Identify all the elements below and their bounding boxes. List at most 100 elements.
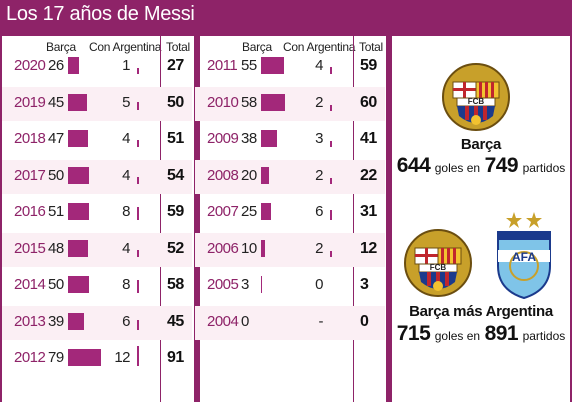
argentina-value: 2 <box>315 93 323 111</box>
year-label: 2006 <box>207 239 239 257</box>
panel-divider <box>386 31 392 402</box>
barca-summary-figures: 644 goles en 749 partidos <box>392 154 570 178</box>
year-label: 2008 <box>207 166 239 184</box>
barca-value: 79 <box>48 349 64 366</box>
total-value: 3 <box>360 276 369 293</box>
barca-bar <box>68 349 101 366</box>
barca-bar <box>261 57 284 74</box>
argentina-value: 6 <box>315 203 323 220</box>
header-total: Total <box>359 40 383 54</box>
fcb-logo-text: FCB <box>467 97 485 106</box>
barca-value: 58 <box>241 93 257 111</box>
barca-bar <box>261 93 286 111</box>
combined-summary-label: Barça más Argentina <box>409 303 553 320</box>
barca-value: 47 <box>48 130 64 147</box>
year-label: 2014 <box>14 276 46 293</box>
total-separator <box>353 36 354 402</box>
barca-matches-word: partidos <box>522 161 566 175</box>
combined-summary-figures: 715 goles en 891 partidos <box>392 322 570 346</box>
total-value: 31 <box>360 203 377 220</box>
barca-matches: 749 <box>484 154 519 177</box>
barca-bar <box>68 239 89 257</box>
argentina-bar <box>137 249 139 257</box>
argentina-bar <box>330 250 332 257</box>
barca-bar <box>261 166 270 184</box>
argentina-bar <box>137 68 139 74</box>
argentina-bar <box>137 206 139 220</box>
barca-bar <box>261 130 277 147</box>
argentina-value: 4 <box>122 166 130 184</box>
year-label: 2011 <box>207 57 238 74</box>
year-label: 2020 <box>14 57 46 74</box>
column-divider <box>194 31 200 402</box>
argentina-value: 12 <box>114 349 130 366</box>
afa-logo-text: AFA <box>512 250 536 264</box>
argentina-bar <box>330 141 332 147</box>
year-label: 2019 <box>14 93 46 111</box>
argentina-bar <box>330 177 332 184</box>
argentina-bar <box>330 210 332 220</box>
frame-top <box>0 31 572 36</box>
frame-right <box>570 31 572 402</box>
total-value: 59 <box>167 203 184 220</box>
year-label: 2005 <box>207 276 239 293</box>
argentina-value: 4 <box>122 130 130 147</box>
argentina-value: 4 <box>122 239 130 257</box>
barca-goals: 644 <box>396 154 431 177</box>
year-label: 2013 <box>14 312 46 330</box>
year-label: 2009 <box>207 130 239 147</box>
year-label: 2016 <box>14 203 46 220</box>
total-value: 41 <box>360 130 377 147</box>
barca-value: 25 <box>241 203 257 220</box>
barca-value: 55 <box>241 57 257 74</box>
header-barca: Barça <box>46 40 76 54</box>
barca-value: 39 <box>48 312 64 330</box>
argentina-value: - <box>318 312 324 330</box>
barca-bar <box>261 239 266 257</box>
argentina-value: 4 <box>315 57 323 74</box>
argentina-bar <box>137 319 139 330</box>
argentina-value: 6 <box>122 312 130 330</box>
year-label: 2012 <box>14 349 46 366</box>
total-value: 12 <box>360 239 377 257</box>
barca-value: 50 <box>48 166 64 184</box>
barca-bar <box>68 203 90 220</box>
total-value: 91 <box>167 349 184 366</box>
year-label: 2015 <box>14 239 46 257</box>
total-value: 59 <box>360 57 377 74</box>
row-background <box>195 232 385 267</box>
barca-value: 51 <box>48 203 64 220</box>
page-title: Los 17 años de Messi <box>6 3 195 25</box>
barca-bar <box>68 93 87 111</box>
argentina-bar <box>137 140 139 148</box>
total-value: 27 <box>167 57 184 74</box>
barca-value: 45 <box>48 93 64 111</box>
year-label: 2007 <box>207 203 239 220</box>
combined-goals-word: goles en <box>434 329 481 343</box>
total-value: 51 <box>167 130 184 147</box>
total-value: 0 <box>360 312 369 330</box>
total-value: 58 <box>167 276 184 293</box>
total-separator <box>160 36 161 402</box>
barca-bar <box>68 312 85 330</box>
total-value: 45 <box>167 312 184 330</box>
barca-goals-word: goles en <box>434 161 481 175</box>
row-background <box>195 305 385 340</box>
argentina-value: 2 <box>315 166 323 184</box>
afa-logo: AFA <box>492 210 556 300</box>
fcb-logo: FCB <box>403 224 473 298</box>
total-value: 22 <box>360 166 377 184</box>
row-background <box>195 159 385 194</box>
argentina-bar <box>137 346 139 366</box>
combined-matches: 891 <box>484 322 519 345</box>
argentina-bar <box>330 104 332 111</box>
combined-matches-word: partidos <box>522 329 566 343</box>
barca-value: 10 <box>241 239 257 257</box>
row-background <box>2 159 192 194</box>
total-value: 54 <box>167 166 184 184</box>
fcb-logo-text: FCB <box>429 263 447 272</box>
row-background <box>2 305 192 340</box>
total-value: 60 <box>360 93 377 111</box>
barca-value: 0 <box>241 312 249 330</box>
argentina-bar <box>137 176 139 184</box>
